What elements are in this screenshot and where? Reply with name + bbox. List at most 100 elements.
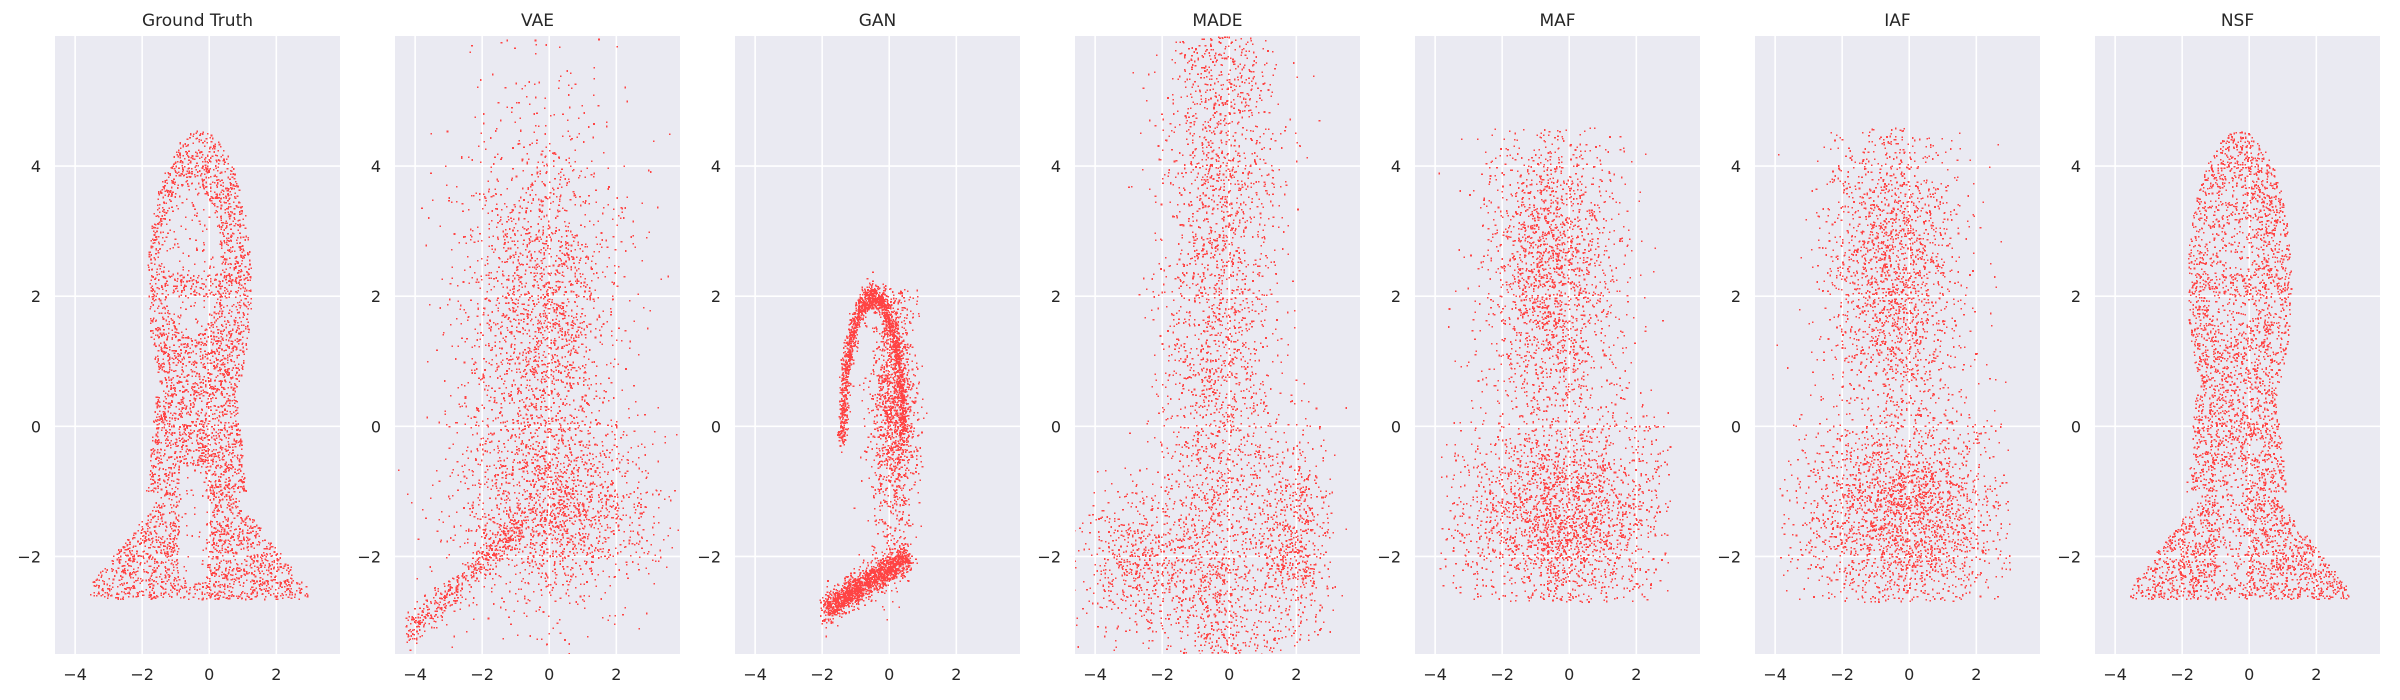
scatter-point [267, 590, 270, 592]
scatter-point [204, 471, 207, 473]
scatter-point [202, 463, 205, 465]
scatter-point [484, 524, 487, 527]
scatter-point [228, 374, 231, 376]
scatter-point [209, 186, 212, 189]
scatter-point [179, 161, 182, 163]
scatter-point [161, 366, 164, 369]
scatter-point [140, 529, 143, 532]
scatter-point [166, 492, 169, 494]
scatter-point [231, 187, 234, 189]
scatter-point [268, 566, 270, 569]
scatter-point [208, 566, 211, 569]
scatter-point [266, 581, 269, 584]
scatter-point [264, 590, 267, 592]
scatter-point [240, 448, 243, 450]
scatter-point [165, 492, 168, 494]
scatter-point [233, 438, 235, 441]
scatter-point [157, 404, 159, 406]
scatter-point [146, 560, 148, 563]
scatter-point [176, 204, 178, 207]
scatter-point [212, 511, 215, 514]
scatter-point [637, 543, 640, 545]
scatter-point [213, 394, 216, 396]
scatter-point [634, 246, 637, 249]
scatter-point [443, 609, 446, 612]
scatter-point [210, 199, 213, 202]
scatter-point [195, 449, 198, 451]
scatter-point [211, 432, 214, 434]
scatter-point [227, 501, 230, 504]
scatter-point [240, 470, 242, 472]
scatter-point [546, 585, 549, 588]
scatter-point [170, 425, 173, 428]
scatter-point [149, 322, 152, 325]
scatter-point [189, 237, 191, 240]
scatter-point [475, 530, 477, 533]
scatter-point [205, 445, 208, 448]
scatter-point [213, 311, 216, 314]
scatter-point [212, 473, 215, 476]
scatter-point [164, 307, 167, 310]
scatter-point [215, 544, 218, 547]
scatter-point [234, 321, 236, 324]
scatter-point [205, 228, 208, 230]
scatter-point [231, 250, 233, 253]
scatter-point [245, 327, 247, 330]
scatter-point [107, 595, 110, 597]
scatter-point [220, 473, 222, 475]
scatter-point [197, 281, 199, 283]
scatter-point [202, 366, 205, 368]
scatter-point [203, 173, 206, 176]
scatter-point [211, 388, 213, 390]
scatter-point [208, 455, 211, 458]
scatter-point [223, 158, 225, 161]
scatter-point [263, 547, 266, 550]
scatter-point [169, 589, 172, 592]
scatter-point [242, 350, 244, 353]
scatter-point [507, 292, 509, 294]
scatter-point [156, 307, 159, 310]
scatter-point [181, 408, 183, 410]
scatter-point [210, 409, 212, 411]
scatter-point [187, 296, 189, 299]
scatter-point [239, 224, 242, 227]
scatter-point [206, 405, 208, 408]
scatter-point [142, 528, 144, 530]
scatter-point [228, 381, 231, 384]
scatter-point [299, 589, 302, 592]
scatter-point [176, 358, 179, 360]
scatter-point [141, 594, 144, 597]
scatter-point [178, 526, 180, 528]
scatter-point [124, 560, 127, 563]
scatter-point [241, 543, 244, 545]
scatter-point [161, 382, 163, 385]
scatter-point [173, 358, 175, 361]
scatter-point [175, 439, 178, 441]
scatter-point [616, 197, 619, 199]
scatter-point [218, 193, 221, 196]
scatter-point [243, 359, 245, 362]
scatter-point [214, 165, 217, 167]
scatter-point [123, 569, 125, 572]
scatter-point [247, 301, 249, 304]
scatter-point [187, 163, 190, 165]
scatter-point [220, 489, 223, 491]
scatter-point [179, 339, 181, 342]
scatter-point [205, 597, 208, 600]
scatter-point [227, 550, 229, 553]
scatter-point [184, 433, 186, 435]
scatter-point [549, 519, 552, 521]
scatter-point [174, 525, 177, 528]
scatter-point [246, 313, 249, 316]
scatter-point [210, 589, 212, 592]
scatter-point [190, 305, 192, 308]
scatter-point [183, 343, 185, 346]
scatter-point [161, 581, 163, 583]
scatter-point [226, 486, 229, 488]
scatter-point [112, 586, 114, 588]
scatter-point [275, 582, 277, 584]
scatter-point [444, 603, 446, 605]
scatter-point [227, 491, 230, 493]
scatter-point [129, 543, 131, 546]
scatter-point [236, 456, 239, 458]
